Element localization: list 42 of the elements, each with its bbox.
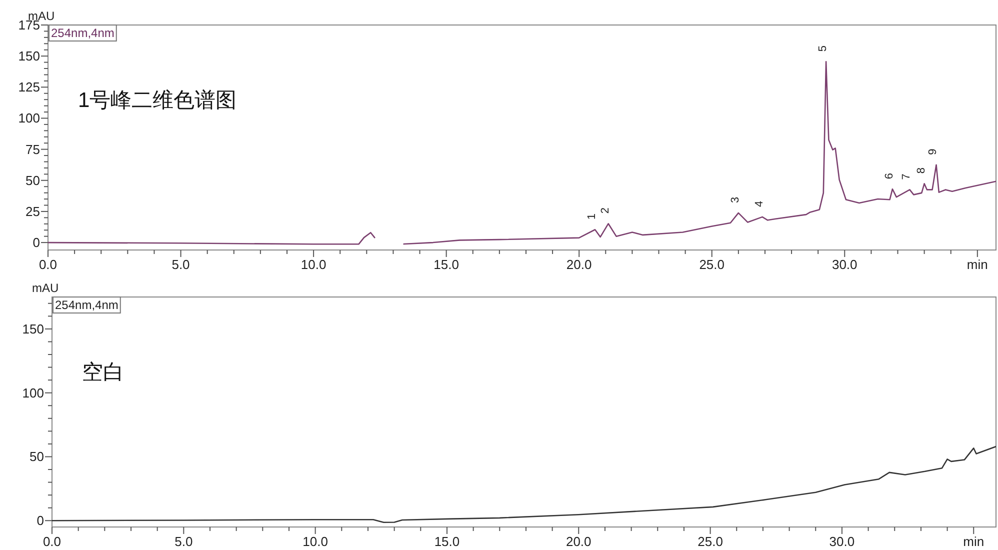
x-tick-label: 20.0 [566, 534, 592, 549]
y-tick-label: 50 [26, 172, 40, 188]
x-tick-label: min [963, 534, 984, 549]
annotation: 1 [586, 213, 598, 220]
x-tick-label: 15.0 [434, 257, 459, 272]
x-tick-label: min [966, 257, 988, 272]
annotation: 6 [883, 172, 896, 180]
annotation: 9 [927, 148, 940, 155]
x-tick-label: 30.0 [832, 257, 858, 272]
y-tick-label: 50 [30, 449, 44, 464]
annotation: 2 [599, 208, 612, 214]
y-axis-title: mAU [32, 281, 59, 295]
x-tick-label: 20.0 [566, 257, 592, 272]
y-tick-label: 25 [26, 204, 40, 219]
text: 1号峰二维色谱图 [78, 89, 237, 112]
x-tick-label: 0.0 [38, 257, 58, 272]
x-tick-label: 25.0 [698, 534, 723, 549]
annotation: 3 [729, 196, 742, 203]
x-tick-label: 25.0 [699, 257, 725, 272]
y-tick-label: 150 [22, 321, 44, 336]
y-tick-label: 100 [18, 110, 40, 126]
annotation: 254nm,4nm [55, 298, 118, 312]
x-tick-label: 5.0 [174, 534, 193, 549]
y-tick-label: 0 [32, 235, 40, 250]
annotation: 4 [753, 200, 766, 207]
text: 空白 [82, 361, 124, 384]
x-tick-label: 0.0 [42, 534, 62, 549]
x-tick-label: 5.0 [172, 257, 190, 272]
y-tick-label: 150 [18, 48, 40, 64]
y-tick-label: 75 [26, 142, 40, 157]
x-tick-label: 15.0 [434, 534, 460, 549]
annotation: 5 [817, 46, 830, 52]
x-tick-label: 30.0 [829, 534, 855, 549]
annotation: 8 [915, 167, 928, 174]
annotation: 254nm,4nm [51, 26, 114, 40]
y-tick-label: 125 [18, 80, 40, 95]
x-tick-label: 10.0 [300, 257, 326, 272]
annotation: 7 [900, 174, 913, 180]
x-tick-label: 10.0 [302, 534, 328, 549]
y-tick-label: 0 [36, 513, 44, 528]
y-tick-label: 100 [22, 385, 44, 400]
line-series [52, 446, 996, 524]
